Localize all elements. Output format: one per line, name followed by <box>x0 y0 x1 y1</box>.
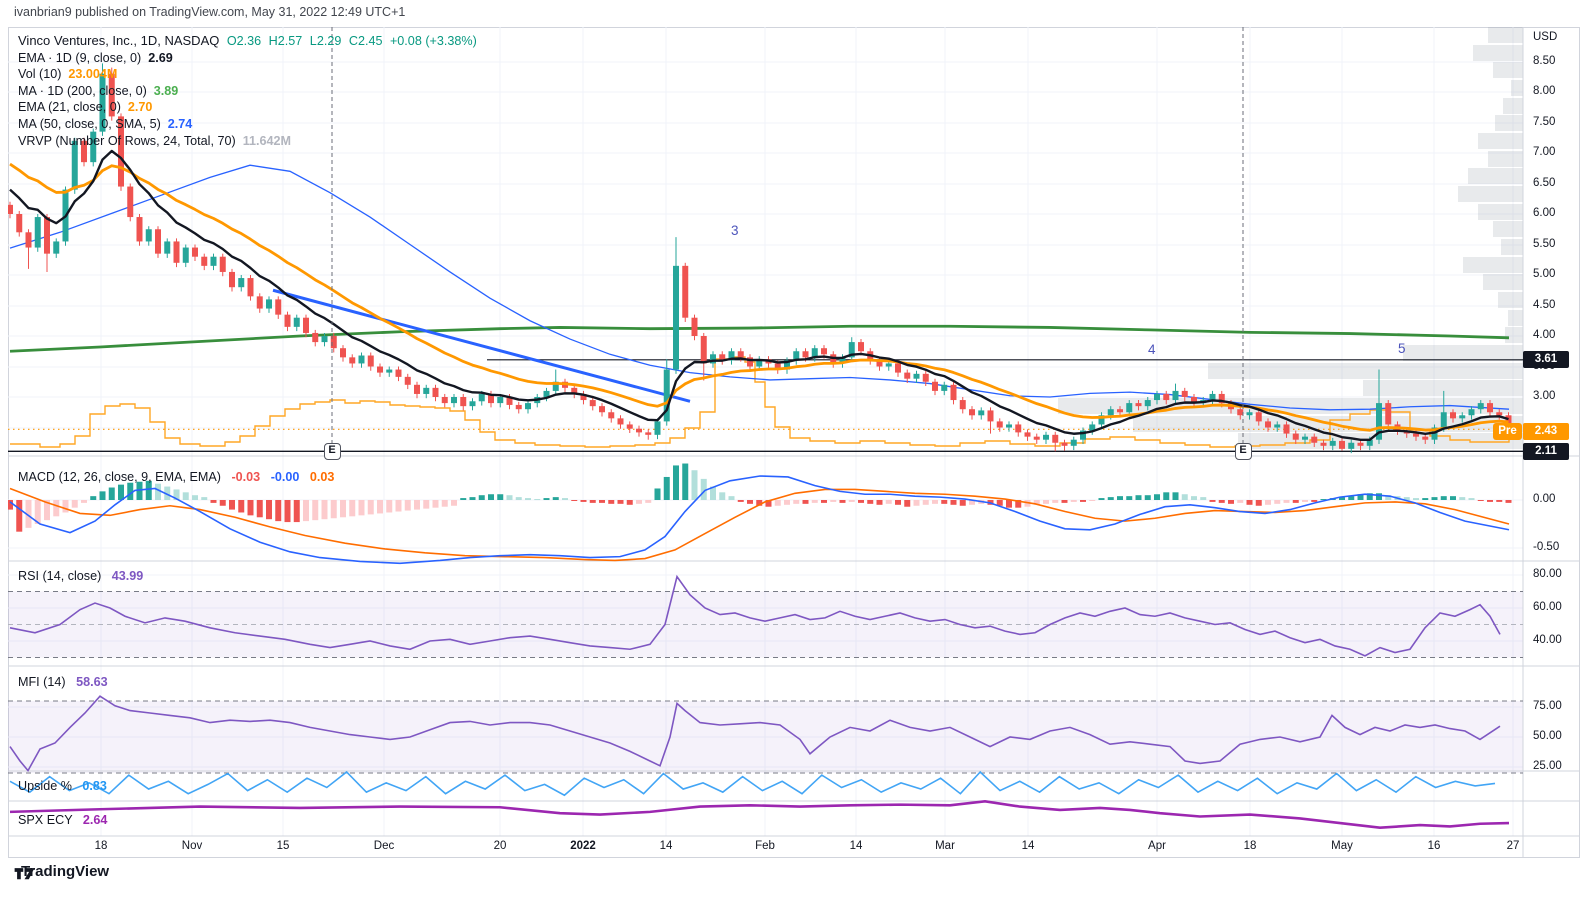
indicator-row-ema9[interactable]: EMA · 1D (9, close, 0) 2.69 <box>18 50 173 65</box>
pane-axis-tick[interactable]: 75.00 <box>1533 700 1562 712</box>
earnings-marker[interactable]: E <box>1234 442 1252 460</box>
spx-ecy-line <box>9 800 1510 830</box>
mfi-band <box>8 701 1523 773</box>
time-tick[interactable]: Feb <box>755 840 775 852</box>
upside-line <box>9 770 1496 797</box>
time-tick[interactable]: 14 <box>1021 840 1035 852</box>
price-tick[interactable]: 6.00 <box>1533 207 1556 219</box>
pane-axis-tick[interactable]: 60.00 <box>1533 601 1562 613</box>
time-tick[interactable]: 18 <box>1243 840 1257 852</box>
ema9-value: 2.69 <box>148 50 173 65</box>
indicator-row-ma50[interactable]: MA (50, close, 0, SMA, 5) 2.74 <box>18 116 193 131</box>
price-tick[interactable]: 5.50 <box>1533 238 1556 250</box>
price-axis-currency: USD <box>1533 31 1558 43</box>
price-tick[interactable]: 8.50 <box>1533 55 1556 67</box>
upside-pane-label[interactable]: Upside % 0.83 <box>18 779 107 793</box>
price-label-2-43: 2.43 <box>1523 423 1569 441</box>
macd-signal-value: 0.03 <box>309 470 335 484</box>
upside-value: 0.83 <box>82 779 107 793</box>
vol-value: 23.004M <box>68 67 118 82</box>
time-tick[interactable]: Nov <box>181 840 203 852</box>
time-tick[interactable]: 20 <box>493 840 507 852</box>
pane-axis-tick[interactable]: 50.00 <box>1533 730 1562 742</box>
time-tick[interactable]: 15 <box>276 840 290 852</box>
macd-hist-value: -0.03 <box>231 470 261 484</box>
macd-histogram <box>8 463 1512 532</box>
close-value: C2.45 <box>348 34 383 48</box>
time-tick[interactable]: Apr <box>1148 840 1166 852</box>
wave-count-label: 3 <box>731 223 739 238</box>
price-tick[interactable]: 8.00 <box>1533 85 1556 97</box>
tradingview-brand-text: TradingView <box>21 863 110 880</box>
spx-value: 2.64 <box>82 813 108 827</box>
indicator-row-vol[interactable]: Vol (10) 23.004M <box>18 67 118 82</box>
macd-signal-line <box>9 487 1510 562</box>
ma50-value: 2.74 <box>167 116 193 131</box>
low-value: L2.29 <box>309 34 342 48</box>
symbol-legend: Vinco Ventures, Inc., 1D, NASDAQ O2.36 H… <box>18 33 477 149</box>
time-tick[interactable]: 14 <box>659 840 673 852</box>
price-label-2-11: 2.11 <box>1523 442 1569 460</box>
indicator-row-ma200[interactable]: MA · 1D (200, close, 0) 3.89 <box>18 83 179 98</box>
mfi-value: 58.63 <box>76 675 108 689</box>
spx-pane-label[interactable]: SPX ECY 2.64 <box>18 813 108 827</box>
chart-canvas[interactable] <box>8 27 1580 858</box>
price-tick[interactable]: 6.50 <box>1533 177 1556 189</box>
macd-line <box>9 475 1510 565</box>
tradingview-footer[interactable]: TradingView <box>14 863 109 880</box>
wave-count-label: 5 <box>1398 341 1406 356</box>
ma200-value: 3.89 <box>153 83 179 98</box>
price-tick[interactable]: 3.00 <box>1533 390 1556 402</box>
pane-axis-tick[interactable]: 0.00 <box>1533 493 1556 505</box>
price-tick[interactable]: 4.00 <box>1533 329 1556 341</box>
premarket-badge: Pre <box>1493 423 1522 441</box>
high-value: H2.57 <box>268 34 303 48</box>
symbol-row[interactable]: Vinco Ventures, Inc., 1D, NASDAQ O2.36 H… <box>18 33 477 50</box>
change-value: +0.08 (+3.38%) <box>389 34 477 48</box>
rsi-line <box>9 574 1501 657</box>
time-tick[interactable]: 27 <box>1506 840 1520 852</box>
drawn-trendline <box>272 288 691 403</box>
rsi-value: 43.99 <box>111 569 144 583</box>
pane-axis-tick[interactable]: -0.50 <box>1533 541 1560 553</box>
ma200-line <box>9 324 1510 353</box>
time-tick[interactable]: Dec <box>373 840 395 852</box>
mfi-pane-label[interactable]: MFI (14) 58.63 <box>18 675 108 689</box>
attribution-text: ivanbrian9 published on TradingView.com,… <box>14 5 406 19</box>
macd-line-value: -0.00 <box>270 470 300 484</box>
price-tick[interactable]: 7.50 <box>1533 116 1556 128</box>
open-value: O2.36 <box>226 34 262 48</box>
price-tick[interactable]: 4.50 <box>1533 299 1556 311</box>
time-tick[interactable]: 16 <box>1427 840 1441 852</box>
ema9-line <box>9 149 1509 441</box>
mfi-line <box>9 695 1501 773</box>
ma50-line <box>9 164 1510 411</box>
time-tick[interactable]: Mar <box>935 840 955 852</box>
ema21-line <box>9 162 1509 432</box>
price-label-3-61: 3.61 <box>1523 351 1569 369</box>
time-tick[interactable]: 18 <box>94 840 108 852</box>
pane-axis-tick[interactable]: 40.00 <box>1533 634 1562 646</box>
indicator-row-vrvp[interactable]: VRVP (Number Of Rows, 24, Total, 70) 11.6… <box>18 133 292 148</box>
time-tick[interactable]: 2022 <box>570 840 596 852</box>
price-tick[interactable]: 5.00 <box>1533 268 1556 280</box>
vrvp-value: 11.642M <box>242 133 292 148</box>
pane-axis-tick[interactable]: 25.00 <box>1533 760 1562 772</box>
price-tick[interactable]: 7.00 <box>1533 146 1556 158</box>
rsi-pane-label[interactable]: RSI (14, close) 43.99 <box>18 569 144 583</box>
pane-axis-tick[interactable]: 80.00 <box>1533 568 1562 580</box>
earnings-marker[interactable]: E <box>323 442 341 460</box>
chart-frame[interactable] <box>8 27 1580 858</box>
symbol-title: Vinco Ventures, Inc., 1D, NASDAQ <box>18 33 220 48</box>
ema21-value: 2.70 <box>127 100 153 115</box>
wave-count-label: 4 <box>1148 342 1156 357</box>
macd-pane-label[interactable]: MACD (12, 26, close, 9, EMA, EMA) -0.03 … <box>18 470 335 484</box>
indicator-row-ema21[interactable]: EMA (21, close, 0) 2.70 <box>18 100 153 115</box>
volume-profile-histogram <box>1058 27 1523 449</box>
time-tick[interactable]: 14 <box>849 840 863 852</box>
volume-ma-step-line <box>10 356 1510 448</box>
time-tick[interactable]: May <box>1331 840 1353 852</box>
